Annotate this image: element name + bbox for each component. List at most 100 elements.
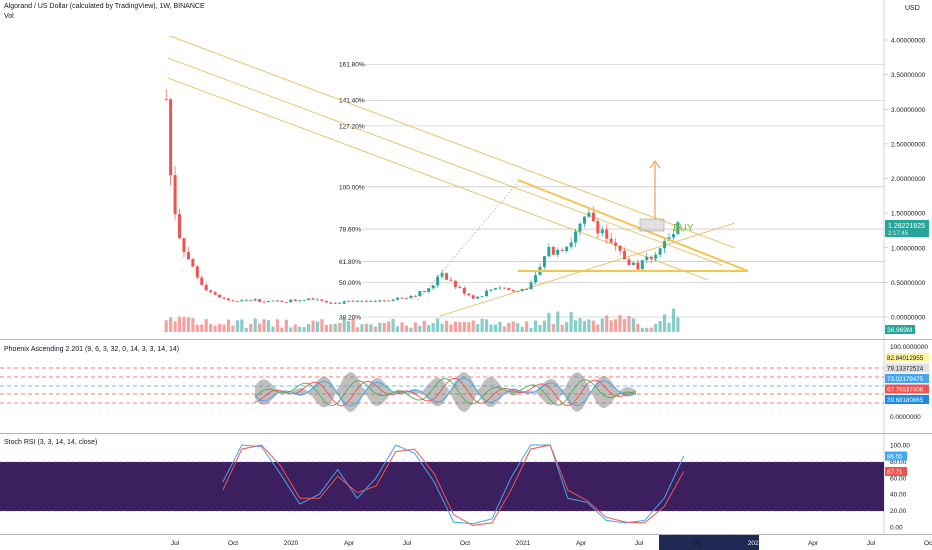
- candle-body: [591, 212, 595, 222]
- volume-bar: [182, 316, 186, 332]
- stoch-value-badge: [885, 451, 907, 461]
- volume-bar: [262, 319, 266, 332]
- candle-body: [289, 299, 293, 303]
- volume-bar: [480, 318, 484, 332]
- price-tick-label: 0.00000000: [891, 315, 926, 322]
- phoenix-value-badge: [885, 374, 929, 383]
- candle-body: [614, 242, 618, 246]
- volume-bar: [347, 320, 351, 332]
- volume-bar: [164, 320, 168, 332]
- countdown-value: 2:17:45: [888, 231, 909, 237]
- phoenix-value-text: 79.13372524: [887, 365, 924, 372]
- volume-bar: [342, 318, 346, 332]
- volume-bar: [622, 318, 627, 332]
- stoch-band: [0, 462, 884, 511]
- volume-bar: [649, 327, 653, 332]
- volume-bar: [462, 321, 466, 332]
- volume-bar: [631, 318, 636, 332]
- volume-bar: [186, 317, 191, 332]
- candle-body: [218, 294, 222, 298]
- volume-bar: [177, 316, 182, 332]
- volume-bar: [618, 315, 622, 332]
- price-tick-label: 1.00000000: [891, 245, 926, 252]
- volume-bar: [355, 327, 360, 332]
- candle-body: [422, 291, 426, 292]
- price-axis: 4.00000000 3.50000000 3.00000000 2.50000000…: [884, 38, 926, 322]
- candle-body: [373, 301, 377, 302]
- time-tick-label: Apr: [344, 540, 355, 547]
- time-tick-label: Jul: [171, 540, 180, 547]
- volume-bar: [542, 320, 547, 332]
- candle-body: [307, 298, 311, 300]
- candle-body: [204, 284, 208, 291]
- time-tick-label: Jul: [867, 540, 876, 547]
- candle-body: [445, 273, 449, 280]
- candle-body: [480, 296, 484, 297]
- fib-label: 141.40%: [339, 98, 365, 105]
- candle-body: [320, 299, 324, 301]
- volume-bar: [217, 323, 222, 332]
- volume-bar: [351, 318, 355, 332]
- candle-body: [569, 242, 573, 247]
- volume-bar: [391, 318, 395, 332]
- fib-levels: 161.80%141.40%127.20%100.00%78.60%61.80%…: [339, 62, 884, 322]
- volume-bar: [173, 321, 177, 332]
- candle-body: [275, 300, 279, 302]
- stoch-tick-label: 20.00: [890, 508, 907, 515]
- candle-body: [342, 301, 346, 304]
- candle-body: [391, 299, 395, 301]
- time-tick-label: Apr: [576, 540, 587, 547]
- volume-badge: [885, 325, 915, 334]
- phoenix-legend: Phoenix Ascending 2.201 (9, 6, 3, 32, 0,…: [4, 346, 180, 353]
- volume-bar: [484, 319, 489, 332]
- volume-bar: [373, 326, 377, 332]
- volume-badge-value: 36.969M: [887, 327, 912, 334]
- volume-bar: [600, 318, 604, 332]
- candle-body: [609, 238, 613, 243]
- candle-body: [605, 229, 609, 239]
- volume-bar: [364, 323, 369, 332]
- volume-bar: [289, 327, 293, 332]
- main-pane-background: [0, 0, 884, 339]
- candle-body: [520, 289, 524, 291]
- channel-line-lower: [167, 77, 709, 281]
- candle-body: [324, 300, 328, 303]
- current-price-badge: [885, 220, 929, 237]
- volume-bars: [164, 308, 680, 332]
- candle-body: [404, 297, 408, 299]
- stoch-value-badge: [885, 466, 907, 476]
- volume-bar: [266, 320, 271, 332]
- candle-body: [645, 256, 649, 261]
- phoenix-axis: 100.0000000 0.0000000: [890, 344, 928, 421]
- volume-bar: [298, 326, 302, 332]
- candle-body: [315, 299, 319, 301]
- price-tick-label: 3.00000000: [891, 107, 926, 114]
- candle-body: [298, 300, 302, 302]
- volume-bar: [395, 326, 400, 332]
- candle-body: [453, 280, 457, 287]
- time-axis-highlight: [659, 535, 759, 550]
- volume-bar: [360, 324, 364, 332]
- candle-body: [329, 302, 333, 304]
- volume-bar: [436, 318, 440, 332]
- time-tick-label: 2022: [748, 540, 763, 547]
- stoch-rsi-lines: [222, 444, 685, 526]
- candle-body: [284, 301, 288, 303]
- time-tick-label: Oct: [692, 540, 702, 547]
- phoenix-oscillator: [254, 372, 637, 412]
- volume-bar: [302, 327, 306, 332]
- candle-body: [409, 295, 413, 299]
- volume-bar: [404, 325, 409, 332]
- candle-body: [364, 300, 368, 302]
- time-tick-label: Jul: [635, 540, 644, 547]
- volume-bar: [271, 326, 275, 332]
- volume-bar: [209, 323, 213, 332]
- volume-bar: [253, 318, 257, 332]
- volume-bar: [418, 325, 422, 332]
- volume-bar: [431, 323, 435, 332]
- candle-body: [636, 262, 640, 270]
- candle-body: [578, 223, 582, 232]
- candlesticks: [164, 89, 680, 305]
- volume-bar: [538, 324, 542, 332]
- volume-bar: [471, 320, 475, 332]
